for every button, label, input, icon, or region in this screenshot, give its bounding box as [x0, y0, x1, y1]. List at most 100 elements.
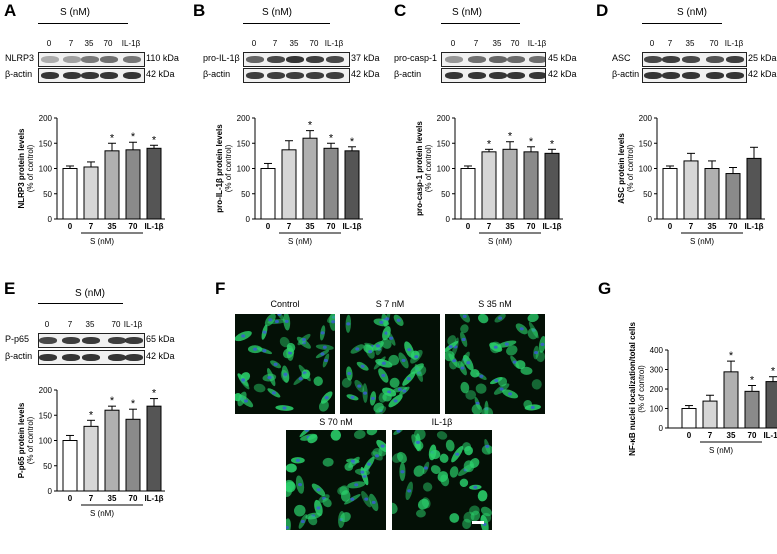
cell-nucleus: [286, 526, 289, 530]
blot-band: [39, 354, 57, 361]
blot-band: [644, 72, 662, 79]
lane-label: 70: [103, 39, 113, 48]
cell: [415, 365, 427, 377]
bar: [323, 147, 339, 220]
blot-kda-label: 65 kDa: [146, 334, 175, 344]
x-axis-label: S (nM): [488, 237, 512, 246]
blot-band: [726, 72, 744, 79]
blot-band: [123, 56, 141, 63]
blot-band: [100, 72, 118, 79]
x-axis-label: S (nM): [90, 509, 114, 518]
x-tick-label: 70: [748, 431, 757, 440]
blot-band: [507, 56, 525, 63]
cell: [286, 342, 296, 353]
bar: [704, 168, 720, 220]
x-axis-label: S (nM): [288, 237, 312, 246]
cell-nucleus: [347, 371, 352, 376]
cell-nucleus: [277, 314, 282, 316]
x-tick-label: IL-1β: [744, 222, 763, 231]
cell: [531, 379, 542, 390]
lane-label: 70: [709, 39, 719, 48]
blot-row-label: NLRP3: [5, 53, 35, 63]
significance-star: *: [529, 136, 534, 148]
blot-band: [246, 56, 264, 63]
y-tick-label: 50: [43, 462, 52, 471]
cell: [313, 376, 323, 387]
micrograph-svg: [392, 430, 492, 530]
cell-nucleus: [363, 391, 368, 395]
y-tick-label: 50: [441, 190, 450, 199]
cell-nucleus: [407, 348, 412, 352]
cell: [294, 504, 306, 517]
cell-nucleus: [354, 483, 359, 487]
x-tick-label: 7: [89, 494, 94, 503]
cell: [481, 407, 494, 414]
bar-chart-d: 0 50 100 150 200 ASC protein levels (% of cont…: [600, 112, 775, 282]
blot-band: [108, 337, 126, 344]
cell-nucleus: [298, 377, 303, 381]
blot-kda-label: 42 kDa: [351, 69, 380, 79]
cell: [471, 404, 483, 414]
significance-star: *: [152, 388, 157, 400]
blot-band: [529, 72, 545, 79]
blot-row-label: β-actin: [394, 69, 422, 79]
cell-nucleus: [360, 364, 365, 368]
cell: [392, 502, 398, 514]
cell-nucleus: [367, 462, 372, 466]
lane-label: 7: [667, 39, 673, 48]
blot-strip: [38, 350, 145, 365]
y-tick-label: 150: [639, 139, 653, 148]
lane-label: 7: [67, 320, 73, 329]
panel-label-g: G: [598, 279, 612, 298]
blot-row-label: β-actin: [5, 69, 33, 79]
cell-nucleus: [473, 485, 478, 489]
x-tick-label: 7: [487, 222, 492, 231]
x-axis-label: S (nM): [690, 237, 714, 246]
bar: [481, 151, 497, 220]
cell-nucleus: [499, 387, 504, 391]
bar: [83, 166, 99, 220]
blot-row-label: β-actin: [203, 69, 231, 79]
cell-nucleus: [301, 337, 306, 342]
lane-label: 70: [510, 39, 520, 48]
cell: [462, 442, 472, 452]
y-tick-label: 150: [237, 139, 251, 148]
y-tick-label: 100: [39, 437, 53, 446]
blot-band: [125, 354, 143, 361]
cell: [465, 390, 477, 400]
cell-nucleus: [364, 497, 369, 501]
bar: [662, 168, 678, 220]
panel-label-f: F: [215, 279, 226, 298]
panel-label-d: D: [596, 1, 609, 20]
bar: [281, 149, 297, 220]
y-tick-label: 100: [437, 165, 451, 174]
cell-nucleus: [297, 482, 302, 487]
y-tick-label: 50: [43, 190, 52, 199]
cell: [382, 392, 392, 402]
cell: [430, 449, 441, 460]
blot-band: [82, 354, 100, 361]
blot-band: [468, 72, 486, 79]
bar: [125, 149, 141, 220]
y-tick-label: 0: [659, 424, 664, 433]
cell: [439, 453, 449, 463]
cell: [307, 515, 318, 526]
blot-band: [662, 56, 680, 63]
cell: [462, 518, 472, 530]
blot-band: [286, 56, 304, 63]
cell: [337, 486, 348, 495]
cell: [535, 350, 545, 363]
significance-star: *: [750, 374, 755, 386]
x-tick-label: 7: [708, 431, 713, 440]
bar-chart-g: 0 100 200 300 400 NF-κB nuclei localization/t…: [600, 322, 777, 516]
blot-kda-label: 42 kDa: [146, 69, 175, 79]
cell: [286, 463, 297, 473]
blot-strip: [441, 52, 546, 67]
bar: [765, 381, 777, 429]
blot-title: S (nM): [677, 7, 707, 18]
cell-nucleus: [498, 316, 503, 320]
blot-band: [726, 56, 744, 63]
lane-label: 7: [272, 39, 278, 48]
cell: [527, 314, 539, 323]
cell-nucleus: [455, 452, 460, 456]
